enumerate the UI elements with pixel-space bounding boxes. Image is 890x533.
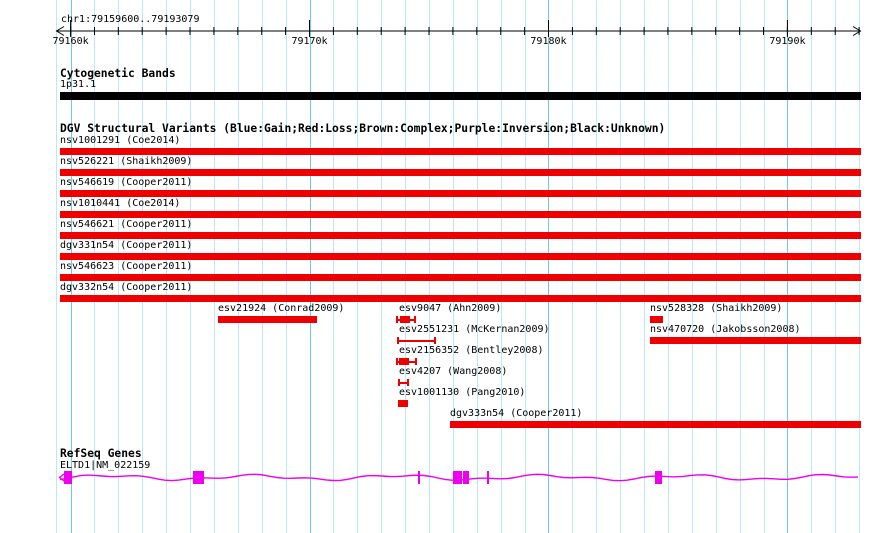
variant-label[interactable]: esv2551231 (McKernan2009): [399, 324, 550, 335]
minor-gridline: [859, 0, 860, 533]
minor-gridline: [525, 0, 526, 533]
minor-gridline: [835, 0, 836, 533]
variant-label[interactable]: nsv546623 (Cooper2011): [60, 261, 193, 272]
gene-exon[interactable]: [463, 471, 469, 484]
variant-label[interactable]: esv4207 (Wang2008): [399, 366, 508, 377]
major-gridline: [71, 0, 72, 533]
cytoband-bar: [60, 92, 861, 100]
major-gridline: [310, 0, 311, 533]
variant-label[interactable]: dgv333n54 (Cooper2011): [450, 408, 583, 419]
ruler-right-arrow-icon: [852, 26, 862, 36]
major-gridline: [548, 0, 549, 533]
axis-tick-label: 79170k: [291, 36, 328, 47]
variant-label[interactable]: esv2156352 (Bentley2008): [399, 345, 544, 356]
minor-gridline: [94, 0, 95, 533]
gene-name-label[interactable]: ELTD1|NM_022159: [60, 460, 151, 471]
minor-gridline: [118, 0, 119, 533]
variant-bar[interactable]: [60, 211, 861, 218]
cytobands-track-title: Cytogenetic Bands: [60, 67, 176, 80]
variant-inner-box: [399, 358, 409, 365]
variant-label[interactable]: nsv546619 (Cooper2011): [60, 177, 193, 188]
minor-gridline: [477, 0, 478, 533]
minor-gridline: [429, 0, 430, 533]
variant-bar[interactable]: [398, 400, 408, 407]
gene-strand-arrow-icon: [58, 471, 67, 484]
minor-gridline: [381, 0, 382, 533]
region-title: chr1:79159600..79193079: [61, 14, 200, 25]
minor-gridline: [238, 0, 239, 533]
coordinate-ruler: [55, 20, 862, 37]
variant-label[interactable]: esv9047 (Ahn2009): [399, 303, 502, 314]
minor-gridline: [620, 0, 621, 533]
minor-gridline: [501, 0, 502, 533]
variant-bar[interactable]: [60, 190, 861, 197]
minor-gridline: [166, 0, 167, 533]
whisker-line: [397, 339, 436, 342]
minor-gridline: [596, 0, 597, 533]
variant-bar[interactable]: [218, 316, 317, 323]
minor-gridline: [740, 0, 741, 533]
variant-bar[interactable]: [60, 148, 861, 155]
minor-gridline: [716, 0, 717, 533]
minor-gridline: [142, 0, 143, 533]
variant-label[interactable]: esv1001130 (Pang2010): [399, 387, 526, 398]
variant-label[interactable]: dgv332n54 (Cooper2011): [60, 282, 193, 293]
minor-gridline: [668, 0, 669, 533]
minor-gridline: [190, 0, 191, 533]
variant-label[interactable]: nsv526221 (Shaikh2009): [60, 156, 193, 167]
gene-exon[interactable]: [655, 471, 662, 484]
variant-label[interactable]: nsv1001291 (Coe2014): [60, 135, 181, 146]
axis-tick-label: 79180k: [530, 36, 567, 47]
variant-inner-box: [400, 316, 410, 323]
minor-gridline: [572, 0, 573, 533]
variant-bar[interactable]: [398, 379, 409, 386]
dgv-track-title: DGV Structural Variants (Blue:Gain;Red:L…: [60, 122, 666, 135]
gene-exon[interactable]: [418, 471, 420, 484]
variant-bar[interactable]: [60, 274, 861, 281]
gene-exon[interactable]: [453, 471, 462, 484]
major-gridline: [787, 0, 788, 533]
minor-gridline: [811, 0, 812, 533]
variant-bar[interactable]: [60, 232, 861, 239]
variant-label[interactable]: nsv1010441 (Coe2014): [60, 198, 181, 209]
variant-bar[interactable]: [397, 337, 436, 344]
refseq-track-title: RefSeq Genes: [60, 447, 142, 460]
minor-gridline: [214, 0, 215, 533]
whisker-line: [398, 381, 409, 384]
variant-label[interactable]: esv21924 (Conrad2009): [218, 303, 345, 314]
minor-gridline: [262, 0, 263, 533]
gene-exon[interactable]: [487, 471, 489, 484]
cytoband-name-label: 1p31.1: [60, 79, 97, 90]
variant-label[interactable]: nsv528328 (Shaikh2009): [650, 303, 783, 314]
minor-gridline: [357, 0, 358, 533]
minor-gridline: [692, 0, 693, 533]
variant-bar[interactable]: [396, 358, 417, 365]
minor-gridline: [56, 0, 57, 533]
variant-label[interactable]: nsv470720 (Jakobsson2008): [650, 324, 801, 335]
variant-label[interactable]: nsv546621 (Cooper2011): [60, 219, 193, 230]
variant-bar[interactable]: [396, 316, 416, 323]
gene-exon[interactable]: [193, 471, 204, 484]
variant-label[interactable]: dgv331n54 (Cooper2011): [60, 240, 193, 251]
minor-gridline: [644, 0, 645, 533]
variant-bar[interactable]: [650, 316, 663, 323]
minor-gridline: [333, 0, 334, 533]
variant-bar[interactable]: [650, 337, 861, 344]
minor-gridline: [405, 0, 406, 533]
minor-gridline: [286, 0, 287, 533]
minor-gridline: [764, 0, 765, 533]
variant-bar[interactable]: [60, 295, 861, 302]
axis-tick-label: 79160k: [52, 36, 89, 47]
gene-exon[interactable]: [64, 471, 72, 484]
axis-tick-label: 79190k: [769, 36, 806, 47]
minor-gridline: [453, 0, 454, 533]
variant-bar[interactable]: [60, 253, 861, 260]
ruler-left-arrow-icon: [55, 26, 65, 36]
variant-bar[interactable]: [60, 169, 861, 176]
variant-bar[interactable]: [450, 421, 861, 428]
